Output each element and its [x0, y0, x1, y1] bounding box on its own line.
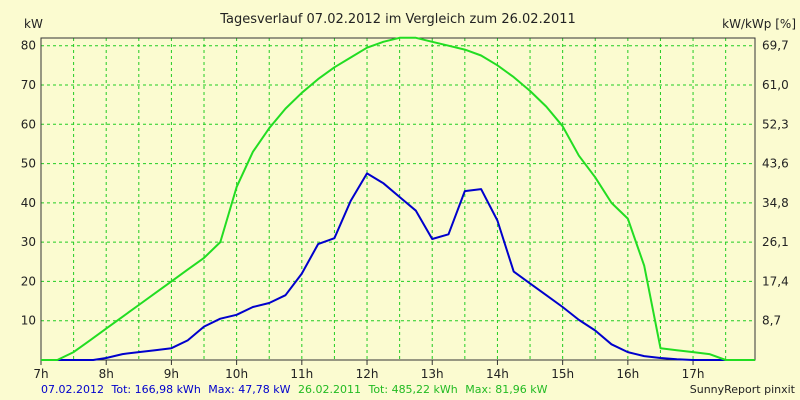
y-tick-label-left: 10: [21, 314, 36, 328]
y-tick-label-left: 40: [21, 196, 36, 210]
x-axis: 7h 8h 9h 10h 11h 12h 13h 14h 15h 16h 17h: [33, 360, 704, 381]
plot-area: [41, 38, 755, 360]
x-tick-label: 13h: [421, 367, 444, 381]
y-tick-label-right: 43,6: [762, 157, 789, 171]
x-tick-label: 7h: [33, 367, 48, 381]
y-tick-label-right: 26,1: [762, 235, 789, 249]
x-tick-label: 14h: [486, 367, 509, 381]
footer-series2-date: 26.02.2011: [298, 383, 361, 396]
grid: [41, 38, 755, 360]
y-tick-label-right: 52,3: [762, 117, 789, 131]
footer-series1-tot: Tot: 166,98 kWh: [110, 383, 200, 396]
series-line-26-02-2011: [41, 36, 755, 361]
y-tick-label-left: 20: [21, 274, 36, 288]
y-axis-left-label: kW: [24, 17, 43, 31]
x-tick-label: 16h: [616, 367, 639, 381]
y-tick-label-left: 60: [21, 117, 36, 131]
x-tick-label: 8h: [99, 367, 114, 381]
footer-series2-max: Max: 81,96 kW: [465, 383, 547, 396]
x-tick-label: 9h: [164, 367, 179, 381]
x-tick-label: 10h: [225, 367, 248, 381]
footer-series2-tot: Tot: 485,22 kWh: [367, 383, 457, 396]
footer-series1-date: 07.02.2012: [41, 383, 104, 396]
x-tick-label: 11h: [290, 367, 313, 381]
y-tick-label-left: 80: [21, 39, 36, 53]
footer-stats: 07.02.2012 Tot: 166,98 kWh Max: 47,78 kW…: [41, 383, 548, 396]
y-tick-label-left: 50: [21, 157, 36, 171]
x-tick-label: 15h: [551, 367, 574, 381]
y-tick-label-right: 34,8: [762, 196, 789, 210]
y-axis-right: 8,7 17,4 26,1 34,8 43,6 52,3 61,0 69,7: [762, 39, 789, 328]
footer-series1-max: Max: 47,78 kW: [208, 383, 290, 396]
y-tick-label-right: 17,4: [762, 274, 789, 288]
x-tick-label: 12h: [356, 367, 379, 381]
y-tick-label-left: 30: [21, 235, 36, 249]
y-tick-label-right: 8,7: [762, 314, 781, 328]
y-tick-label-right: 61,0: [762, 78, 789, 92]
series-line-07-02-2012: [41, 172, 755, 361]
y-tick-label-left: 70: [21, 78, 36, 92]
chart-title: Tagesverlauf 07.02.2012 im Vergleich zum…: [219, 12, 576, 27]
footer-brand: SunnyReport pinxit: [690, 383, 796, 396]
series-lines: [41, 36, 755, 361]
y-axis-left: 10 20 30 40 50 60 70 80: [21, 39, 36, 328]
y-axis-right-label: kW/kWp [%]: [722, 17, 796, 31]
x-tick-label: 17h: [682, 367, 705, 381]
y-tick-label-right: 69,7: [762, 39, 789, 53]
